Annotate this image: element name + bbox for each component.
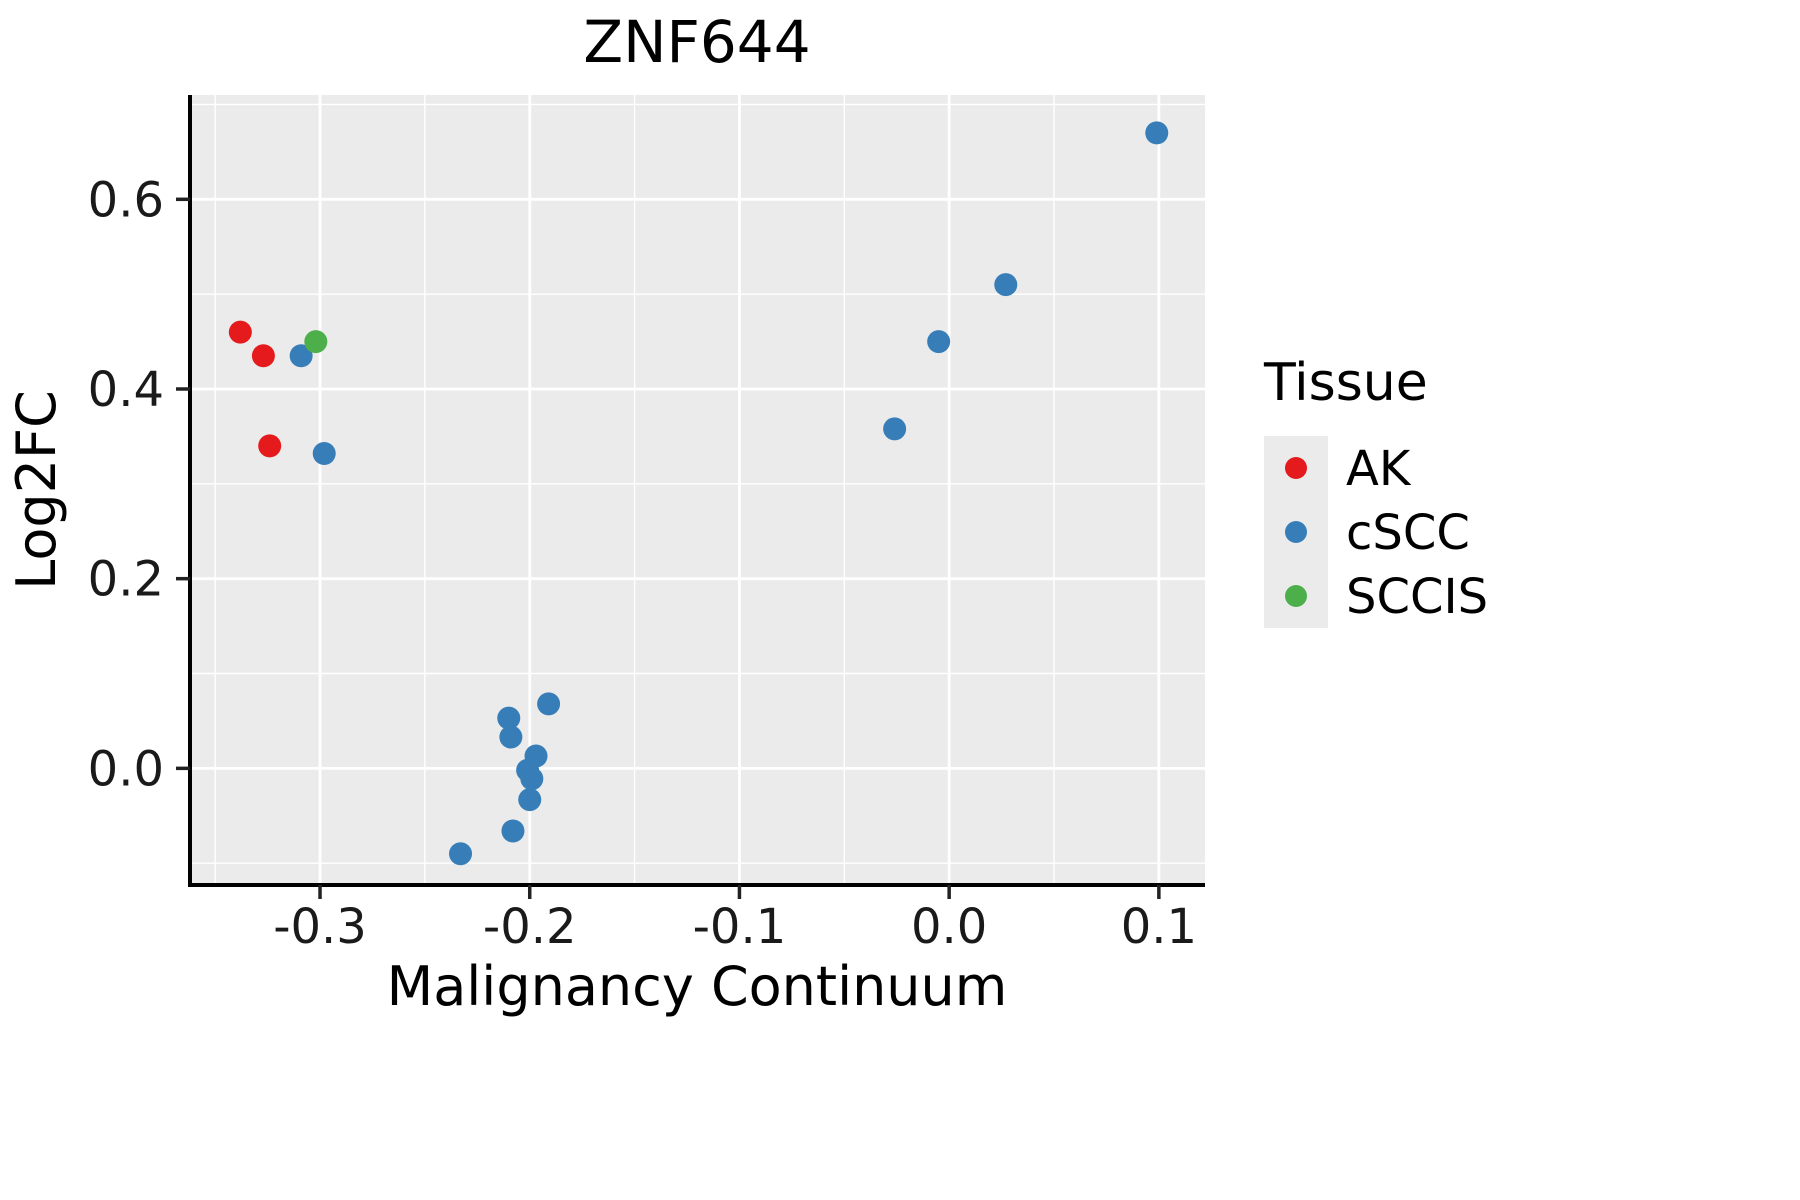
data-point-cscc — [883, 417, 907, 441]
plot-panel — [190, 95, 1205, 885]
data-point-cscc — [312, 441, 336, 465]
data-point-cscc — [537, 692, 561, 716]
x-tick-label: 0.1 — [1121, 899, 1197, 955]
data-point-cscc — [1145, 121, 1169, 145]
y-tick-label: 0.6 — [88, 172, 164, 228]
tick-marks — [176, 197, 1161, 899]
data-point-cscc — [994, 273, 1018, 297]
data-point-ak — [258, 434, 282, 458]
data-point-cscc — [289, 344, 313, 368]
x-tick-label: -0.3 — [273, 899, 367, 955]
x-tick-label: -0.1 — [693, 899, 787, 955]
data-point-cscc — [501, 819, 525, 843]
legend-label-cscc: cSCC — [1346, 505, 1470, 561]
y-tick-label: 0.4 — [88, 362, 164, 418]
data-point-cscc — [518, 788, 542, 812]
legend: Tissue AK cSCC SCCIS — [1263, 353, 1488, 628]
data-point-cscc — [499, 725, 523, 749]
data-point-ak — [251, 344, 275, 368]
chart-title: ZNF644 — [583, 8, 810, 76]
legend-items: AK cSCC SCCIS — [1264, 436, 1488, 628]
data-point-cscc — [520, 767, 544, 791]
grid-major-lines — [190, 95, 1205, 885]
grid-minor-lines — [190, 95, 1205, 885]
data-point-sccis — [304, 330, 328, 354]
legend-dot-ak — [1285, 457, 1307, 479]
legend-dot-sccis — [1285, 585, 1307, 607]
data-points — [228, 121, 1169, 866]
y-axis-label: Log2FC — [5, 390, 68, 590]
data-point-cscc — [927, 330, 951, 354]
axes — [188, 95, 1205, 887]
legend-title: Tissue — [1263, 353, 1428, 413]
legend-dot-cscc — [1285, 521, 1307, 543]
legend-label-sccis: SCCIS — [1346, 569, 1488, 625]
data-point-ak — [228, 320, 252, 344]
tick-labels: -0.3 -0.2 -0.1 0.0 0.1 0.0 0.2 0.4 0.6 — [88, 172, 1197, 955]
x-tick-label: 0.0 — [911, 899, 987, 955]
y-tick-label: 0.0 — [88, 741, 164, 797]
legend-label-ak: AK — [1346, 441, 1412, 497]
x-axis-label: Malignancy Continuum — [387, 955, 1008, 1018]
data-point-cscc — [449, 842, 473, 866]
data-point-cscc — [497, 706, 521, 730]
y-tick-label: 0.2 — [88, 552, 164, 608]
x-tick-label: -0.2 — [483, 899, 577, 955]
